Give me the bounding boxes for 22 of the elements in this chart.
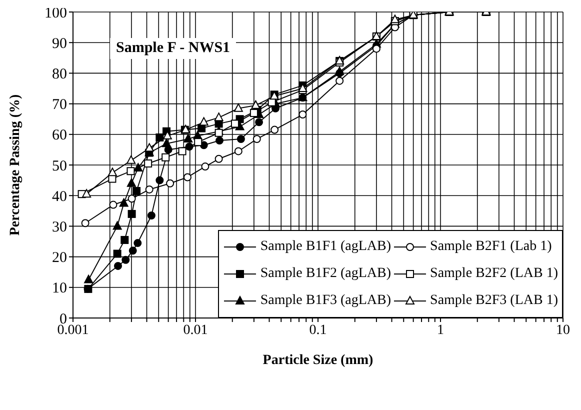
legend-label: Sample B1F1 (agLAB) [260,239,392,255]
y-tick-label: 20 [52,250,67,266]
y-tick-label: 30 [52,220,67,236]
y-tick-label: 70 [52,97,67,114]
y-tick-label: 60 [52,128,67,144]
y-tick-label: 90 [52,36,67,52]
x-tick-label: 0.01 [183,322,208,338]
y-tick-label: 50 [52,158,67,174]
x-tick-label: 0.1 [309,322,327,338]
y-tick-label: 40 [52,188,67,205]
text: Sample F - NWS1 [110,38,236,59]
y-tick-label: 80 [52,66,67,83]
legend-label: Sample B2F1 (Lab 1) [430,239,552,255]
x-tick-label: 1 [437,322,444,338]
x-tick-label: 10 [556,322,570,338]
legend-label: Sample B1F3 (agLAB) [260,293,392,309]
x-axis-title: Particle Size (mm) [262,353,374,368]
y-axis-title: Percentage Passing (%) [8,94,23,236]
y-tick-label: 10 [52,280,67,297]
legend-label: Sample B1F2 (agLAB) [260,266,392,282]
legend-label: Sample B2F3 (LAB 1) [430,293,558,309]
legend-label: Sample B2F2 (LAB 1) [430,266,558,282]
